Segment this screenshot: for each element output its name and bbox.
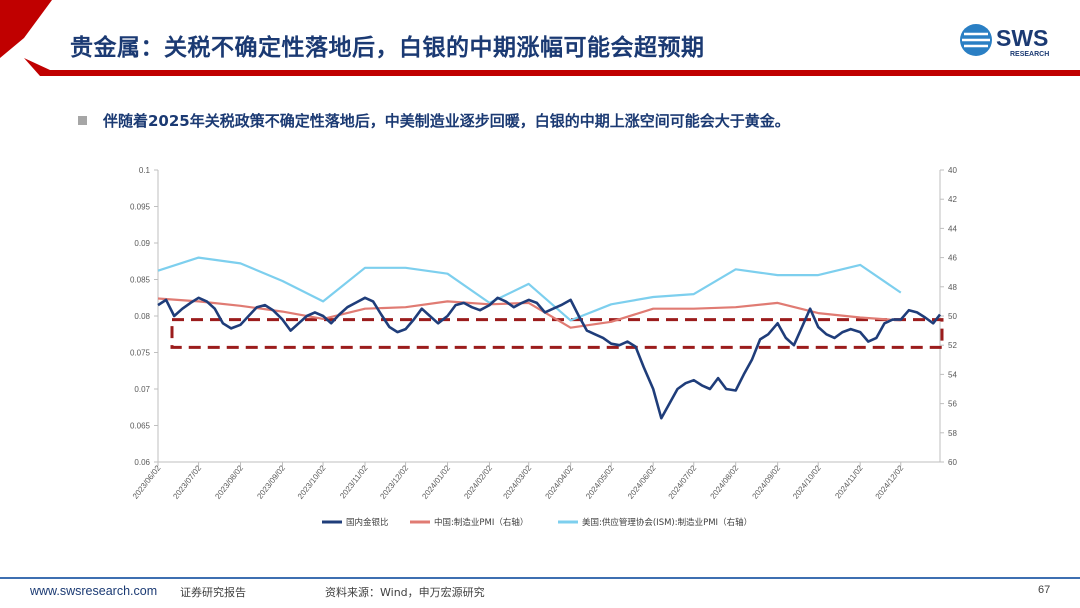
y-right-tick-label: 52	[948, 341, 957, 350]
header-band	[0, 0, 1080, 76]
x-tick-label: 2024/03/02	[502, 463, 534, 501]
y-right-tick-label: 46	[948, 254, 957, 263]
series-line-2	[157, 297, 901, 329]
x-tick-label: 2024/08/02	[709, 463, 741, 501]
y-left-tick-label: 0.075	[130, 349, 151, 358]
y-right-tick-label: 54	[948, 370, 957, 379]
y-right-tick-label: 56	[948, 400, 957, 409]
x-tick-label: 2023/12/02	[378, 463, 410, 501]
y-right-tick-label: 58	[948, 429, 957, 438]
y-left-tick-label: 0.06	[134, 458, 150, 467]
header-red-swoosh	[0, 0, 52, 58]
subtitle: 伴随着2025年关税政策不确定性落地后，中美制造业逐步回暖，白银的中期上涨空间可…	[103, 112, 790, 130]
sws-logo: SWS RESEARCH	[960, 24, 1049, 58]
y-left-tick-label: 0.085	[130, 276, 151, 285]
y-left-tick-label: 0.09	[134, 239, 150, 248]
x-tick-label: 2024/09/02	[750, 463, 782, 501]
footer-report-type: 证券研究报告	[180, 586, 246, 599]
series-line-1	[157, 296, 942, 420]
legend-label-1: 国内金银比	[346, 517, 389, 528]
legend-label-2: 中国:制造业PMI（右轴）	[434, 517, 528, 528]
x-tick-label: 2024/10/02	[791, 463, 823, 501]
legend-label-3: 美国:供应管理协会(ISM):制造业PMI（右轴）	[582, 517, 752, 528]
y-left-tick-label: 0.07	[134, 385, 150, 394]
x-tick-label: 2023/10/02	[296, 463, 328, 501]
x-tick-label: 2024/05/02	[584, 463, 616, 501]
y-left-tick-label: 0.095	[130, 203, 151, 212]
y-right-tick-label: 60	[948, 458, 957, 467]
x-tick-label: 2023/11/02	[338, 463, 370, 500]
chart: 0.06 0.065 0.07 0.075 0.08 0.085 0.09 0.095 0.1 4…	[130, 166, 957, 528]
x-tick-label: 2024/06/02	[626, 463, 658, 501]
footer-source: 资料来源：Wind，申万宏源研究	[325, 586, 485, 599]
bullet-square-icon	[78, 116, 87, 125]
footer-url[interactable]: www.swsresearch.com	[30, 584, 158, 598]
header-red-underline	[24, 58, 1080, 76]
y-left-tick-label: 0.1	[139, 166, 151, 175]
logo-text: SWS	[996, 25, 1048, 51]
x-tick-label: 2024/07/02	[667, 463, 699, 501]
series-line-3	[157, 256, 902, 322]
x-tick-label: 2023/06/02	[131, 463, 163, 501]
x-tick-label: 2024/12/02	[874, 463, 906, 501]
x-tick-label: 2023/07/02	[171, 463, 203, 501]
logo-subtext: RESEARCH	[1010, 51, 1049, 58]
x-tick-label: 2024/11/02	[833, 463, 865, 500]
x-tick-label: 2024/04/02	[543, 463, 575, 501]
x-tick-label: 2024/01/02	[420, 463, 452, 501]
y-right-tick-label: 48	[948, 283, 957, 292]
x-tick-label: 2023/08/02	[213, 463, 245, 501]
y-right-tick-label: 44	[948, 224, 957, 233]
x-tick-label: 2024/02/02	[462, 463, 494, 501]
y-right-tick-label: 40	[948, 166, 957, 175]
y-left-tick-label: 0.08	[134, 312, 150, 321]
x-tick-label: 2023/09/02	[255, 463, 287, 501]
footer-divider	[0, 577, 1080, 579]
page-title: 贵金属：关税不确定性落地后，白银的中期涨幅可能会超预期	[70, 35, 705, 61]
page-number: 67	[1038, 584, 1051, 596]
y-left-tick-label: 0.065	[130, 422, 151, 431]
y-right-tick-label: 50	[948, 312, 957, 321]
y-right-tick-label: 42	[948, 195, 957, 204]
